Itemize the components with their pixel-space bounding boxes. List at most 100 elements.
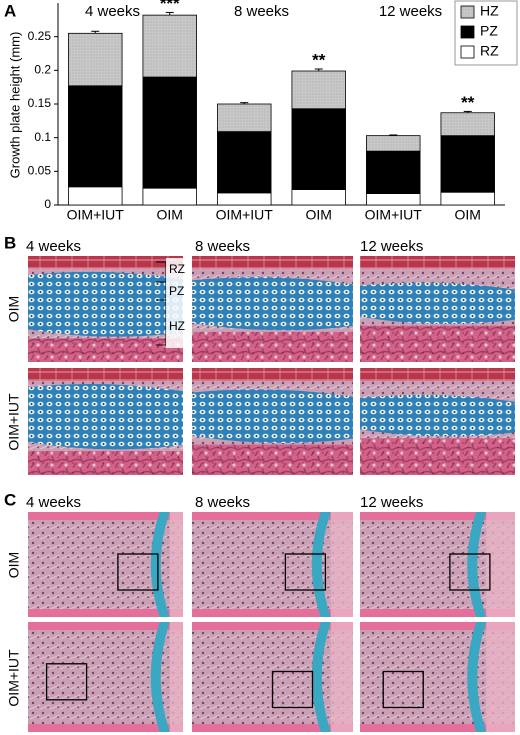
bar-segment	[142, 14, 197, 78]
inset-box	[284, 553, 327, 591]
y-tick-label: 0.1	[34, 130, 51, 144]
week-label: 12 weeks	[360, 238, 423, 255]
cortex-bottom	[360, 609, 515, 617]
bar-segment	[291, 70, 346, 110]
error-bar	[165, 11, 174, 16]
week-label: 4 weeks	[26, 238, 81, 255]
bar-segment	[291, 189, 346, 206]
trabecular	[192, 444, 353, 475]
error-bar	[240, 102, 249, 104]
row-label: OIM	[6, 296, 22, 322]
y-tick-label: 0.05	[28, 164, 52, 178]
histology-image	[192, 256, 353, 362]
cortex-top	[192, 512, 353, 520]
cortex-bottom	[360, 724, 515, 732]
bar-segment	[366, 193, 421, 206]
x-tick-label: OIM+IUT	[216, 207, 274, 223]
bone-section	[192, 512, 353, 617]
trabecular	[192, 331, 353, 362]
zone-label: RZ	[169, 262, 185, 276]
trabecular	[28, 451, 183, 475]
y-tick-label: 0.25	[28, 29, 52, 43]
bar-segment	[440, 112, 495, 137]
epiphysis	[169, 622, 183, 732]
trabecular	[360, 325, 515, 362]
row-label: OIM	[6, 552, 22, 578]
inset-box	[382, 670, 424, 709]
inset-box	[117, 553, 159, 591]
trabecular	[28, 338, 183, 362]
histology-image	[360, 512, 515, 617]
growth-plate	[467, 512, 487, 617]
cartilage	[360, 394, 515, 437]
growth-plate	[150, 512, 170, 617]
histology-image	[28, 368, 183, 475]
y-tick-label: 0.15	[28, 96, 52, 110]
week-label: 8 weeks	[195, 494, 250, 511]
cartilage	[360, 282, 515, 324]
legend-swatch	[460, 25, 475, 39]
error-bar	[91, 30, 100, 34]
inset-box	[45, 663, 88, 701]
histology-image	[360, 368, 515, 475]
cartilage	[192, 277, 353, 331]
bone-strip	[192, 256, 353, 269]
growth-plate	[467, 622, 487, 732]
y-axis-title: Growth plate height (mm)	[7, 32, 22, 179]
bar-segment	[217, 131, 272, 194]
row-label: OIM+IUT	[6, 649, 22, 707]
week-label: 8 weeks	[195, 238, 250, 255]
bar-segment	[366, 135, 421, 152]
significance: **	[312, 50, 326, 69]
cartilage	[192, 389, 353, 443]
bar-segment	[68, 32, 123, 87]
week-label: 12 weeks	[360, 494, 423, 511]
cartilage	[28, 384, 183, 450]
histology-image	[192, 368, 353, 475]
histology-image	[192, 512, 353, 617]
cortex-top	[28, 512, 183, 520]
group-label: 4 weeks	[85, 3, 140, 20]
error-bar	[463, 110, 472, 113]
growth-plate	[150, 622, 170, 732]
bar-segment	[142, 76, 197, 189]
x-tick-label: OIM+IUT	[67, 207, 125, 223]
cortex-bottom	[192, 724, 353, 732]
cortex-top	[360, 622, 515, 630]
growth-plate	[311, 512, 331, 617]
bar-segment	[142, 187, 197, 206]
legend-swatch	[460, 45, 475, 59]
panel-label: C	[4, 490, 16, 509]
cartilage	[28, 271, 183, 337]
x-tick-label: OIM	[306, 207, 332, 223]
bone-strip	[28, 256, 183, 269]
growth-plate	[311, 622, 331, 732]
zone-label: HZ	[169, 319, 185, 333]
trabecular	[360, 438, 515, 475]
bar-segment	[440, 191, 495, 206]
bar-segment	[217, 192, 272, 206]
bone-strip	[28, 368, 183, 381]
x-tick-label: OIM	[157, 207, 183, 223]
panel-label: B	[4, 233, 16, 252]
zone-label: PZ	[169, 284, 184, 298]
epiphysis	[486, 622, 515, 732]
bar-segment	[68, 186, 123, 206]
significance: **	[461, 93, 475, 112]
panel-label: A	[4, 1, 16, 20]
error-bar	[389, 134, 398, 136]
legend-label: RZ	[480, 43, 499, 59]
histology-image	[28, 512, 183, 617]
zone-label-bg	[166, 258, 188, 348]
x-tick-label: OIM+IUT	[365, 207, 423, 223]
inset-box	[271, 670, 314, 709]
inset-box	[449, 553, 491, 591]
bar-segment	[440, 135, 495, 193]
histology-image	[360, 622, 515, 732]
histology-image	[360, 256, 515, 362]
row-label: OIM+IUT	[6, 393, 22, 451]
legend-label: PZ	[480, 23, 498, 39]
bone-strip	[192, 368, 353, 381]
legend-label: HZ	[480, 3, 499, 19]
